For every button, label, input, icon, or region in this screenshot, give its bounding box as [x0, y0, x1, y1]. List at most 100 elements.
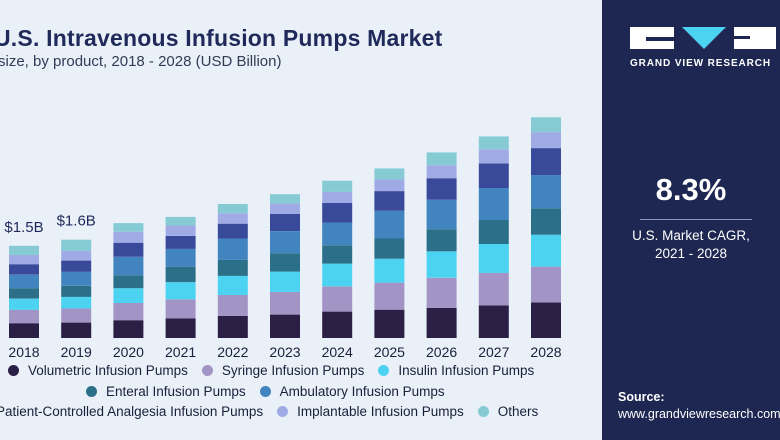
bar-segment-2020-s4 — [113, 256, 144, 276]
bar-segment-2018-s3 — [9, 288, 39, 299]
bar-segment-2023-s7 — [270, 194, 300, 204]
chart-title: U.S. Intravenous Infusion Pumps Market — [0, 25, 443, 51]
brand-name: GRAND VIEW RESEARCH — [630, 58, 771, 69]
bar-segment-2025-s7 — [374, 168, 405, 180]
bar-segment-2021-s7 — [165, 216, 196, 226]
x-tick-label-2022: 2022 — [217, 344, 248, 360]
bar-segment-2024-s6 — [322, 191, 353, 203]
bar-segment-2020-s1 — [113, 303, 144, 321]
bar-segment-2019-s2 — [61, 296, 92, 309]
legend-swatch-enteral — [86, 386, 97, 397]
bar-segment-2028-s3 — [531, 208, 561, 235]
bar-segment-2020-s0 — [113, 320, 144, 338]
bar-segment-2027-s7 — [478, 136, 509, 150]
bar-segment-2019-s3 — [61, 285, 92, 297]
bar-segment-2025-s1 — [374, 282, 405, 310]
legend-item-others: Others — [477, 404, 539, 419]
cagr-divider — [640, 219, 752, 220]
bar-segment-2018-s7 — [9, 245, 39, 255]
legend-item-enteral: Enteral Infusion Pumps — [86, 384, 246, 399]
bar-segment-2019-s1 — [61, 308, 92, 323]
x-tick-label-2025: 2025 — [374, 344, 405, 360]
bar-segment-2025-s5 — [374, 191, 405, 211]
bar-segment-2024-s1 — [322, 286, 353, 312]
bar-segment-2020-s5 — [113, 242, 144, 257]
source-link[interactable]: www.grandviewresearch.com — [618, 407, 780, 421]
bar-segment-2023-s0 — [270, 314, 300, 338]
x-tick-label-2026: 2026 — [426, 344, 457, 360]
bar-segment-2027-s4 — [478, 188, 509, 220]
bar-segment-2018-s1 — [9, 309, 39, 324]
chart-plot: 2018 2019 2020 2021 2022 2023 2024 2025 2026 2027… — [4, 117, 562, 360]
legend-row-1: Volumetric Infusion Pumps Syringe Infusi… — [8, 363, 548, 378]
bar-segment-2022-s1 — [217, 295, 248, 316]
logo-block-right — [734, 27, 776, 49]
bar-segment-2022-s6 — [217, 213, 248, 224]
legend-item-syringe: Syringe Infusion Pumps — [201, 363, 365, 378]
bar-segment-2023-s1 — [270, 291, 300, 315]
bar-segment-2027-s0 — [478, 305, 509, 338]
x-tick-label-2021: 2021 — [165, 344, 196, 360]
bar-segment-2028-s5 — [531, 148, 561, 176]
bar-segment-2023-s4 — [270, 231, 300, 254]
legend-item-ambulatory: Ambulatory Infusion Pumps — [259, 384, 445, 399]
bar-segment-2024-s4 — [322, 222, 353, 246]
bar-segment-2018-s2 — [9, 298, 39, 310]
legend-item-insulin: Insulin Infusion Pumps — [378, 363, 534, 378]
chart-area: U.S. Intravenous Infusion Pumps Market s… — [0, 0, 602, 440]
bar-segment-2018-s5 — [9, 264, 39, 275]
cagr-label-line-1: U.S. Market CAGR, — [632, 228, 750, 243]
x-tick-label-2019: 2019 — [61, 344, 92, 360]
chart-subtitle: size, by product, 2018 - 2028 (USD Billi… — [0, 53, 282, 70]
x-tick-label-2023: 2023 — [269, 344, 300, 360]
legend-item-volumetric: Volumetric Infusion Pumps — [8, 363, 188, 378]
bar-segment-2026-s1 — [426, 277, 457, 308]
bar-segment-2026-s5 — [426, 178, 457, 200]
bar-segment-2025-s6 — [374, 179, 405, 192]
bar-segment-2028-s6 — [531, 132, 561, 149]
bar-segment-2026-s4 — [426, 199, 457, 230]
bar-segment-2020-s3 — [113, 275, 144, 289]
legend-label-volumetric: Volumetric Infusion Pumps — [28, 363, 188, 378]
bar-segment-2023-s5 — [270, 213, 300, 231]
bar-segment-2021-s0 — [165, 318, 196, 338]
bar-segment-2020-s7 — [113, 223, 144, 232]
legend-label-others: Others — [497, 404, 539, 419]
bar-segment-2021-s3 — [165, 266, 196, 283]
bar-segment-2022-s0 — [217, 315, 248, 338]
x-tick-label-2018: 2018 — [8, 344, 39, 360]
bar-segment-2020-s2 — [113, 288, 144, 303]
bar-segment-2019-s0 — [61, 322, 92, 338]
bar-segment-2027-s5 — [478, 163, 509, 188]
bar-segment-2022-s4 — [217, 238, 248, 260]
legend-item-pca: Patient-Controlled Analgesia Infusion Pu… — [0, 404, 263, 419]
bar-segment-2019-s7 — [61, 239, 92, 251]
bar-segment-2026-s2 — [426, 251, 457, 278]
grand-view-research-logo — [630, 27, 776, 49]
cagr-label-line-2: 2021 - 2028 — [654, 246, 728, 261]
logo-slot — [734, 36, 750, 39]
bar-segment-2028-s7 — [531, 117, 561, 133]
bar-segment-2025-s4 — [374, 210, 405, 239]
bar-segment-2026-s0 — [426, 307, 457, 338]
bar-segment-2022-s3 — [217, 259, 248, 276]
bar-segment-2026-s7 — [426, 152, 457, 166]
bar-segment-2028-s2 — [531, 234, 561, 267]
bar-segment-2024-s7 — [322, 180, 353, 192]
bar-segment-2022-s2 — [217, 275, 248, 295]
bar-segment-2019-s5 — [61, 260, 92, 272]
legend-label-ambulatory: Ambulatory Infusion Pumps — [279, 384, 445, 399]
bar-segment-2023-s6 — [270, 203, 300, 214]
bar-segment-2024-s5 — [322, 202, 353, 223]
bar-segment-2027-s3 — [478, 220, 509, 244]
x-tick-label-2027: 2027 — [478, 344, 509, 360]
bar-segment-2024-s3 — [322, 245, 353, 264]
bar-segment-2028-s4 — [531, 175, 561, 209]
bar-segment-2023-s2 — [270, 271, 300, 292]
bar-segment-2028-s1 — [531, 266, 561, 303]
legend-label-syringe: Syringe Infusion Pumps — [221, 363, 365, 378]
x-tick-label-2028: 2028 — [530, 344, 561, 360]
bar-segment-2027-s1 — [478, 272, 509, 306]
legend-row-3: Patient-Controlled Analgesia Infusion Pu… — [0, 404, 552, 419]
bar-segment-2022-s7 — [217, 204, 248, 214]
